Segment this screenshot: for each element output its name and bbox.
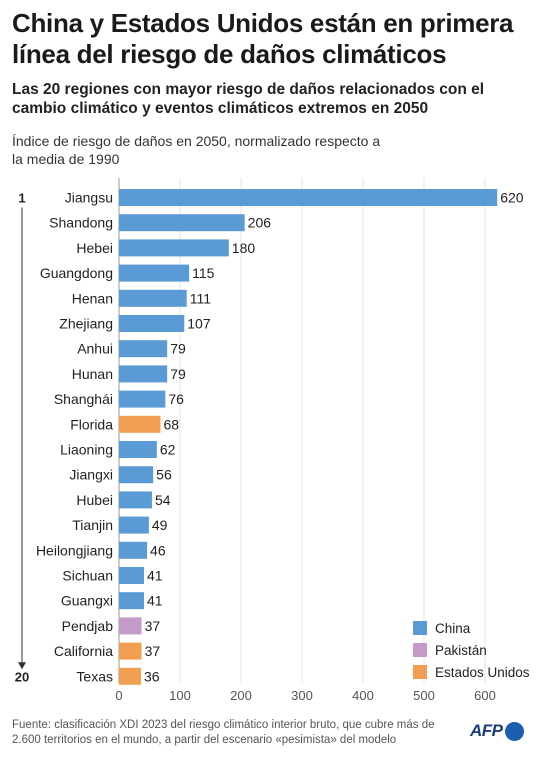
data-label: 41 <box>147 593 163 609</box>
category-label: California <box>54 643 113 659</box>
data-label: 49 <box>152 517 168 533</box>
category-label: Guangdong <box>40 265 113 281</box>
x-tick-label: 200 <box>230 688 252 703</box>
data-label: 79 <box>170 341 186 357</box>
rank-label-bottom: 20 <box>15 669 29 684</box>
data-label: 107 <box>187 316 211 332</box>
data-label: 56 <box>156 467 172 483</box>
legend-label: Estados Unidos <box>435 665 530 680</box>
data-label: 180 <box>232 240 256 256</box>
bar <box>119 516 149 534</box>
category-label: Jiangsu <box>65 190 113 206</box>
data-label: 54 <box>155 492 171 508</box>
category-label: Henan <box>72 290 113 306</box>
data-label: 206 <box>248 215 272 231</box>
x-tick-label: 100 <box>169 688 191 703</box>
x-tick-label: 0 <box>115 688 122 703</box>
category-label: Hunan <box>72 366 113 382</box>
category-label: Shanghái <box>54 391 113 407</box>
bar <box>119 541 148 559</box>
chart-subtitle: Las 20 regiones con mayor riesgo de daño… <box>12 81 485 117</box>
bar <box>119 289 187 307</box>
category-label: Sichuan <box>62 568 113 584</box>
category-label: Pendjab <box>62 618 114 634</box>
data-label: 41 <box>147 568 163 584</box>
source-note: Fuente: clasificación XDI 2023 del riesg… <box>12 719 435 746</box>
rank-label-top: 1 <box>18 191 25 206</box>
category-label: Heilongjiang <box>36 542 113 558</box>
data-label: 37 <box>145 618 161 634</box>
data-label: 36 <box>144 668 160 684</box>
bar <box>119 617 142 635</box>
x-tick-label: 300 <box>291 688 313 703</box>
category-label: Texas <box>76 668 113 684</box>
bar <box>119 667 141 685</box>
bar <box>119 390 166 408</box>
bar <box>119 567 145 584</box>
legend-label: China <box>435 621 471 636</box>
rank-arrow-head <box>18 662 26 670</box>
legend-swatch <box>413 665 427 679</box>
data-label: 76 <box>168 391 184 407</box>
category-label: Anhui <box>77 341 113 357</box>
data-label: 79 <box>170 366 186 382</box>
afp-logo: AFP <box>470 720 524 742</box>
bar <box>119 340 168 358</box>
data-label: 37 <box>145 643 161 659</box>
data-label: 111 <box>190 290 211 306</box>
category-label: Florida <box>70 416 113 432</box>
bar <box>119 415 161 433</box>
category-label: Shandong <box>49 215 113 231</box>
afp-logo-icon <box>504 721 524 741</box>
bar <box>119 592 145 610</box>
bar <box>119 642 142 660</box>
bar <box>119 365 168 383</box>
bar <box>119 491 152 509</box>
category-label: Hebei <box>76 240 113 256</box>
bar <box>119 214 245 232</box>
afp-logo-text: AFP <box>470 721 503 740</box>
x-tick-label: 600 <box>474 688 496 703</box>
bar-chart: 0 100 200 300 400 500 600 1 20 Jiangsu 620 Shandong… <box>15 178 530 703</box>
x-tick-label: 500 <box>413 688 435 703</box>
bar <box>119 441 157 458</box>
bar <box>119 189 498 206</box>
bar <box>119 466 154 484</box>
data-label: 620 <box>500 190 524 206</box>
data-label: 68 <box>163 416 179 432</box>
category-label: Liaoning <box>60 442 113 458</box>
category-label: Guangxi <box>61 593 113 609</box>
axis-description: Índice de riesgo de daños en 2050, norma… <box>12 133 381 167</box>
category-label: Hubei <box>76 492 113 508</box>
data-label: 115 <box>192 265 215 281</box>
data-label: 62 <box>160 442 176 458</box>
chart-title: China y Estados Unidos están en primera … <box>12 8 514 69</box>
x-tick-label: 400 <box>352 688 374 703</box>
category-label: Tianjin <box>72 517 113 533</box>
bar <box>119 239 229 257</box>
data-label: 46 <box>150 542 166 558</box>
category-label: Zhejiang <box>59 316 113 332</box>
bar <box>119 315 185 332</box>
category-label: Jiangxi <box>69 467 113 483</box>
bar <box>119 264 190 282</box>
legend-label: Pakistán <box>435 643 487 658</box>
legend-swatch <box>413 621 427 635</box>
legend-swatch <box>413 643 427 657</box>
